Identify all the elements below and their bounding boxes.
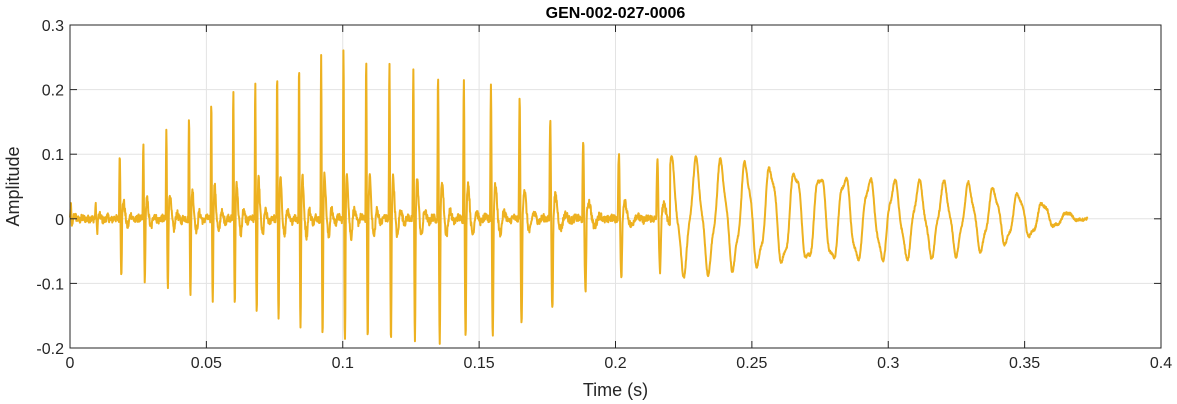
x-tick-label: 0.35 xyxy=(1009,355,1040,372)
y-tick-label: -0.1 xyxy=(36,276,64,293)
x-tick-label: 0.05 xyxy=(191,355,222,372)
x-tick-label: 0.25 xyxy=(736,355,767,372)
x-tick-label: 0.3 xyxy=(877,355,899,372)
x-tick-label: 0.15 xyxy=(464,355,495,372)
plot-area xyxy=(69,49,1089,345)
y-tick-label: 0.2 xyxy=(42,83,64,100)
y-axis-label: Amplitude xyxy=(3,146,23,226)
x-tick-label: 0.1 xyxy=(332,355,354,372)
x-tick-label: 0.2 xyxy=(604,355,626,372)
x-tick-label: 0 xyxy=(66,355,75,372)
chart-title: GEN-002-027-0006 xyxy=(546,5,686,22)
x-tick-label: 0.4 xyxy=(1150,355,1172,372)
y-tick-label: 0.3 xyxy=(42,18,64,35)
axis-ticks: 0 0.05 0.1 0.15 0.2 0.25 0.3 0.35 0.4 -0.2 -0.1 0 0.… xyxy=(36,18,1172,372)
y-tick-label: 0 xyxy=(55,212,64,229)
y-tick-label: 0.1 xyxy=(42,147,64,164)
y-tick-label: -0.2 xyxy=(36,341,64,358)
waveform-line xyxy=(69,49,1089,345)
x-axis-label: Time (s) xyxy=(583,380,648,400)
